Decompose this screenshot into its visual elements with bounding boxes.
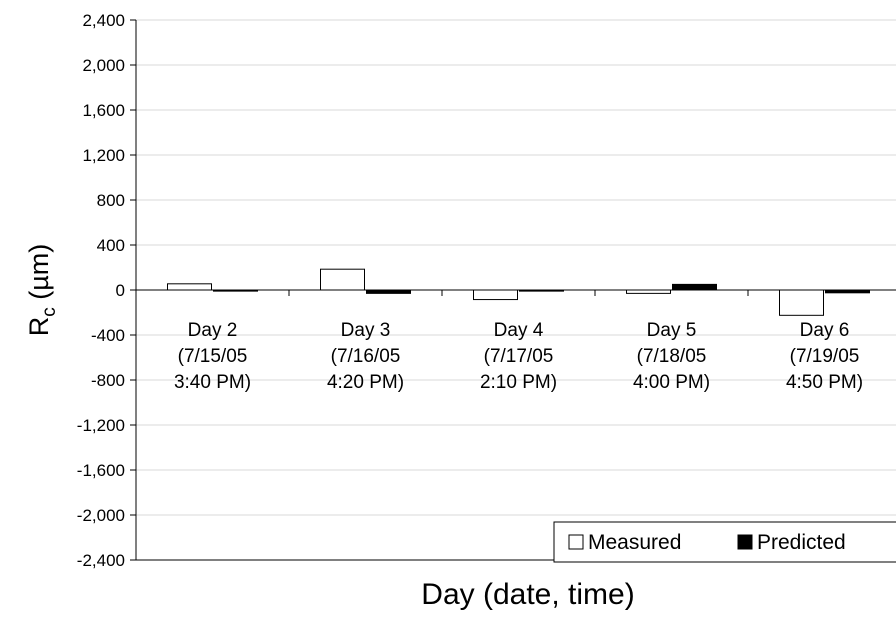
gridlines bbox=[136, 19, 896, 516]
category-label: Day 2 (7/15/05 3:40 PM) bbox=[174, 320, 251, 393]
bar-measured-3 bbox=[473, 289, 518, 301]
y-tick-label: -800 bbox=[91, 371, 125, 390]
y-tick-label: -1,200 bbox=[77, 416, 125, 435]
bar-predicted-2 bbox=[366, 289, 411, 294]
category-label-line: (7/16/05 bbox=[331, 346, 401, 367]
legend-label-predicted: Predicted bbox=[757, 531, 846, 554]
y-axis-title: Rc (µm) bbox=[24, 244, 60, 337]
category-label-line: Day 3 bbox=[341, 320, 391, 341]
y-tick-label: -1,600 bbox=[77, 461, 125, 480]
y-tick-label: 400 bbox=[97, 236, 125, 255]
category-label-line: Day 4 bbox=[494, 320, 544, 341]
y-axis-title-unit: (µm) bbox=[24, 244, 54, 308]
category-label-line: (7/18/05 bbox=[637, 346, 707, 367]
legend-box bbox=[553, 521, 896, 563]
legend-label-measured: Measured bbox=[588, 531, 681, 554]
y-tick-label: -400 bbox=[91, 326, 125, 345]
y-tick-label: -2,000 bbox=[77, 506, 125, 525]
category-label-line: (7/15/05 bbox=[178, 346, 248, 367]
bar-measured-4 bbox=[626, 289, 671, 294]
category-label-line: 4:00 PM) bbox=[633, 372, 710, 393]
bar-predicted-4 bbox=[672, 283, 717, 291]
category-label-line: 4:20 PM) bbox=[327, 372, 404, 393]
category-labels: Day 2 (7/15/05 3:40 PM) Day 3 (7/16/05 4:20 P… bbox=[174, 320, 863, 393]
y-tick-labels: 2,400 2,000 1,600 1,200 800 400 0 -400 -800 -1,20… bbox=[77, 11, 125, 570]
category-label-line: 3:40 PM) bbox=[174, 372, 251, 393]
category-label: Day 5 (7/18/05 4:00 PM) bbox=[633, 320, 710, 393]
bar-measured-5 bbox=[779, 289, 824, 316]
y-axis-title-main: R bbox=[24, 317, 54, 337]
y-tick-label: 0 bbox=[116, 281, 125, 300]
category-label-line: Day 6 bbox=[800, 320, 850, 341]
legend-swatch-predicted bbox=[737, 534, 753, 550]
category-label-line: (7/17/05 bbox=[484, 346, 554, 367]
category-label-line: 2:10 PM) bbox=[480, 372, 557, 393]
category-label-line: 4:50 PM) bbox=[786, 372, 863, 393]
bar-measured-1 bbox=[167, 283, 212, 291]
legend-swatch-measured bbox=[568, 534, 584, 550]
bar-measured-2 bbox=[320, 268, 365, 291]
bars bbox=[167, 268, 870, 316]
x-axis-title: Day (date, time) bbox=[421, 578, 634, 611]
y-tick-label: 1,200 bbox=[82, 146, 125, 165]
category-label-line: (7/19/05 bbox=[790, 346, 860, 367]
y-tick-label: -2,400 bbox=[77, 551, 125, 570]
y-tick-label: 2,000 bbox=[82, 56, 125, 75]
category-label-line: Day 2 bbox=[188, 320, 238, 341]
y-tick-label: 1,600 bbox=[82, 101, 125, 120]
y-tick-label: 800 bbox=[97, 191, 125, 210]
legend: Measured Predicted bbox=[553, 521, 896, 563]
category-label: Day 6 (7/19/05 4:50 PM) bbox=[786, 320, 863, 393]
category-label-line: Day 5 bbox=[647, 320, 697, 341]
y-axis-title-sub: c bbox=[39, 307, 60, 317]
axes bbox=[130, 19, 896, 561]
category-label: Day 3 (7/16/05 4:20 PM) bbox=[327, 320, 404, 393]
y-tick-label: 2,400 bbox=[82, 11, 125, 30]
category-label: Day 4 (7/17/05 2:10 PM) bbox=[480, 320, 557, 393]
